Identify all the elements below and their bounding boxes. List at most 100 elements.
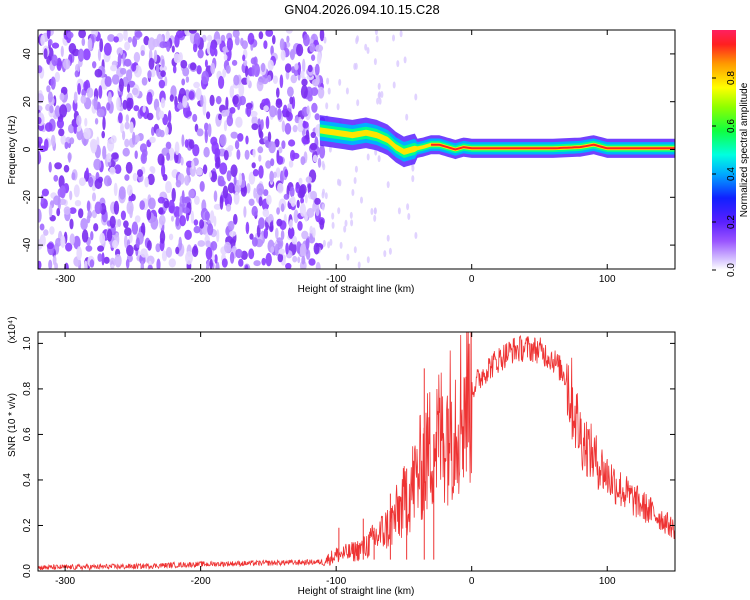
noise-blob [290, 74, 298, 84]
noise-blob [38, 117, 42, 125]
noise-blob [137, 169, 143, 178]
noise-blob [194, 195, 200, 205]
noise-blob [251, 162, 256, 169]
noise-blob [310, 87, 319, 96]
noise-blob [366, 153, 370, 161]
noise-blob [96, 108, 105, 118]
noise-blob [309, 142, 318, 151]
noise-blob [126, 244, 134, 257]
noise-blob [373, 214, 377, 222]
x-tick-label: 0 [469, 576, 475, 587]
noise-blob [210, 171, 218, 183]
noise-blob [107, 91, 112, 105]
noise-blob [78, 30, 86, 39]
noise-blob [222, 68, 227, 78]
noise-blob [81, 37, 86, 47]
noise-blob [285, 30, 293, 34]
noise-blob [93, 223, 99, 232]
noise-blob [162, 174, 168, 181]
noise-blob [277, 108, 282, 120]
noise-blob [111, 74, 120, 85]
noise-blob [259, 130, 264, 139]
noise-blob [195, 87, 202, 101]
x-tick-label: 0 [469, 274, 475, 285]
noise-blob [326, 77, 330, 85]
noise-blob [193, 43, 198, 53]
noise-blob [86, 214, 91, 224]
noise-blob [133, 105, 140, 112]
noise-blob [278, 248, 286, 255]
noise-blob [206, 111, 211, 120]
noise-blob [287, 86, 294, 97]
y-tick-label: -20 [22, 190, 33, 205]
snr-frame [37, 331, 676, 572]
y-tick-label: 0.0 [22, 564, 33, 578]
noise-blob [48, 259, 53, 269]
noise-blob [344, 219, 348, 227]
noise-blob [110, 135, 117, 144]
noise-blob [249, 233, 254, 240]
noise-blob [319, 219, 325, 230]
noise-blob [54, 105, 61, 118]
noise-blob [73, 91, 78, 104]
noise-blob [82, 48, 91, 61]
noise-blob [117, 218, 122, 228]
noise-blob [165, 180, 172, 194]
noise-blob [224, 241, 232, 253]
noise-blob [233, 213, 238, 225]
noise-blob [134, 150, 138, 159]
snr-scale-label: (x10⁴) [7, 316, 18, 343]
noise-blob [292, 124, 298, 133]
noise-blob [261, 98, 270, 106]
noise-blob [39, 234, 46, 247]
noise-blob [226, 170, 232, 182]
noise-blob [283, 193, 290, 200]
noise-blob [378, 97, 382, 105]
noise-blob [143, 35, 150, 46]
x-tick-label: -200 [191, 576, 211, 587]
noise-blob [209, 210, 215, 224]
noise-blob [339, 241, 343, 249]
spectrogram-x-label: Height of straight line (km) [298, 284, 415, 295]
colorbar-tick-label: 0.0 [726, 263, 737, 277]
noise-blob [206, 34, 213, 42]
noise-blob [276, 218, 283, 227]
noise-blob [356, 99, 360, 107]
noise-blob [147, 70, 152, 79]
noise-blob [177, 103, 185, 110]
noise-blob [71, 172, 76, 181]
noise-blob [160, 70, 166, 78]
noise-blob [84, 117, 88, 127]
noise-blob [377, 155, 381, 163]
noise-blob [305, 249, 311, 260]
noise-blob [126, 69, 133, 82]
noise-blob [296, 199, 300, 209]
noise-blob [403, 56, 407, 64]
noise-blob [376, 97, 380, 105]
noise-blob [244, 264, 249, 269]
spectrogram-y-ticks: -40 -20 0 20 40 [22, 48, 675, 252]
noise-blob [122, 130, 126, 141]
noise-blob [245, 65, 249, 78]
noise-blob [182, 66, 190, 77]
noise-blob [299, 202, 306, 217]
noise-blob [331, 212, 335, 220]
noise-blob [98, 85, 103, 99]
noise-blob [230, 131, 238, 139]
noise-blob [261, 257, 267, 266]
noise-blob [288, 227, 294, 239]
noise-blob [67, 152, 72, 163]
noise-blob [270, 158, 275, 167]
noise-blob [77, 83, 81, 95]
noise-blob [175, 216, 180, 227]
noise-blob [414, 232, 418, 239]
noise-blob [370, 208, 374, 215]
noise-blob [38, 260, 42, 269]
snr-y-ticks: 0.0 0.2 0.4 0.6 0.8 1.0 [22, 336, 675, 578]
noise-blob [184, 229, 192, 240]
noise-blob [158, 110, 165, 119]
noise-blob [103, 42, 112, 56]
noise-blob [149, 136, 156, 143]
noise-blob [124, 121, 130, 130]
noise-blob [54, 162, 62, 170]
